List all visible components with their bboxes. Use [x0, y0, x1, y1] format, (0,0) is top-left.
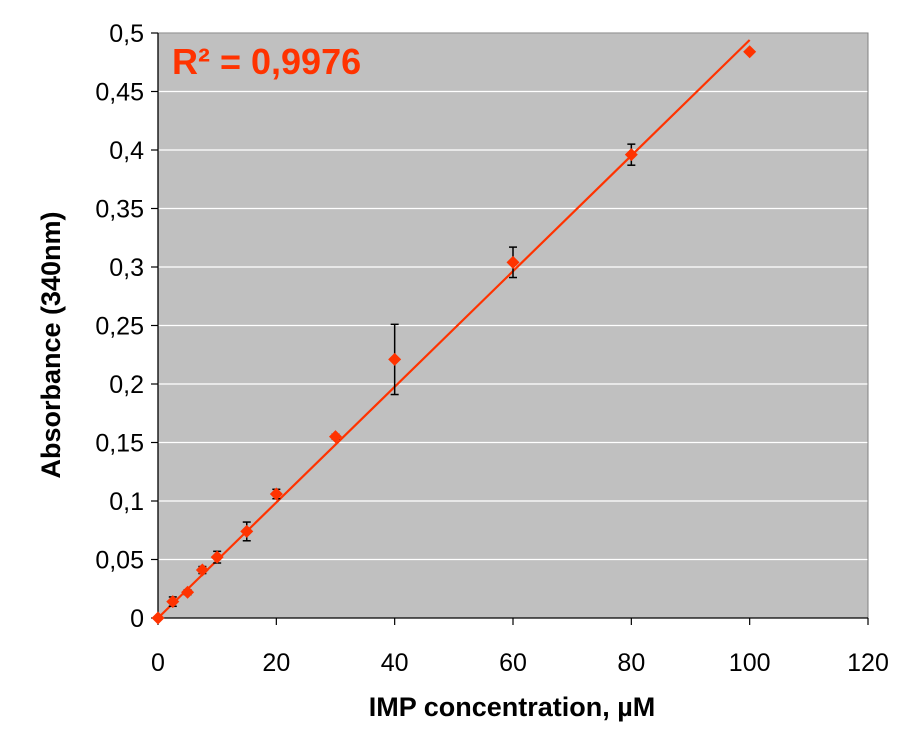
y-tick-label: 0,05	[95, 547, 144, 575]
y-tick-label: 0	[130, 605, 144, 633]
trendline	[157, 39, 751, 619]
data-point	[743, 45, 757, 59]
y-axis-title: Absorbance (340nm)	[36, 211, 66, 478]
x-tick-label: 40	[381, 649, 409, 677]
x-tick-label: 60	[499, 649, 527, 677]
data-point	[240, 524, 254, 538]
r-squared-annotation: R² = 0,9976	[172, 41, 361, 82]
data-point	[329, 430, 342, 444]
data-point	[388, 352, 402, 366]
y-tick-label: 0,35	[95, 196, 144, 224]
x-tick-label: 0	[151, 649, 165, 677]
trendline-group	[157, 39, 751, 619]
x-tick-label: 20	[262, 649, 290, 677]
x-tick-label: 80	[617, 649, 645, 677]
x-tick-label: 120	[847, 649, 889, 677]
data-point	[166, 595, 180, 609]
y-tick-label: 0,5	[109, 20, 144, 48]
x-tick-label: 100	[729, 649, 771, 677]
data-point	[624, 148, 638, 162]
data-point	[181, 585, 195, 599]
data-point	[151, 611, 165, 625]
x-axis-ticks: 0 20 40 60 80 100 120	[151, 618, 889, 677]
y-tick-label: 0,1	[109, 488, 144, 516]
y-tick-label: 0,15	[95, 430, 144, 458]
y-tick-label: 0,25	[95, 313, 144, 341]
y-tick-label: 0,45	[95, 79, 144, 107]
y-tick-label: 0,3	[109, 254, 144, 282]
y-tick-label: 0,2	[109, 371, 144, 399]
y-tick-label: 0,4	[109, 137, 144, 165]
y-axis-ticks: 0 0,05 0,1 0,15 0,2 0,25 0,3 0,35 0,4 0,45 0,5	[95, 20, 158, 633]
data-point	[210, 550, 224, 564]
x-axis-title: IMP concentration, µM	[369, 692, 656, 722]
data-point	[506, 255, 520, 269]
data-point	[269, 487, 283, 501]
data-points	[151, 45, 757, 625]
data-point	[195, 563, 209, 577]
